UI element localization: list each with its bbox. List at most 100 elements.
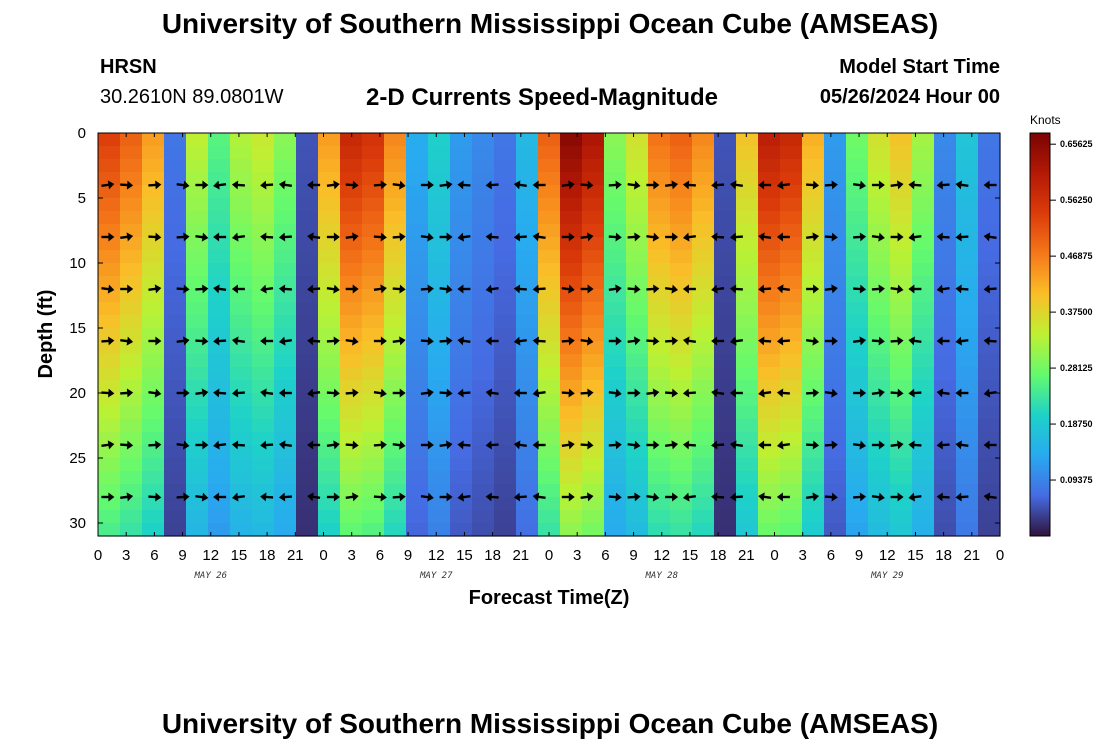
heat-cell (758, 302, 781, 316)
heat-cell (164, 432, 187, 446)
heat-cell (560, 250, 583, 264)
heat-cell (296, 185, 319, 199)
heat-cell (802, 133, 825, 147)
heat-cell (362, 185, 385, 199)
heat-cell (824, 276, 847, 290)
heat-cell (230, 224, 253, 238)
heat-cell (296, 250, 319, 264)
heat-cell (626, 458, 649, 472)
heat-cell (208, 510, 231, 524)
heat-cell (868, 432, 891, 446)
heat-cell (582, 328, 605, 342)
heat-cell (274, 393, 297, 407)
heat-cell (362, 250, 385, 264)
heat-cell (274, 471, 297, 485)
heat-cell (296, 393, 319, 407)
heat-cell (912, 328, 935, 342)
heat-cell (934, 289, 957, 303)
heat-cell (362, 393, 385, 407)
heat-cell (120, 172, 143, 186)
heat-cell (626, 523, 649, 537)
heat-cell (802, 146, 825, 160)
current-arrow (608, 284, 622, 294)
heat-cell (670, 406, 693, 420)
current-arrow (758, 336, 772, 346)
heat-cell (208, 276, 231, 290)
x-tick-label: 3 (122, 547, 130, 564)
heat-cell (362, 198, 385, 212)
heat-cell (714, 458, 737, 472)
current-arrow (824, 180, 838, 190)
heat-cell (296, 419, 319, 433)
current-arrow (908, 388, 922, 398)
heat-cell (846, 289, 869, 303)
heat-cell (164, 224, 187, 238)
current-arrow (439, 388, 453, 398)
heat-cell (824, 289, 847, 303)
heat-cell (142, 133, 165, 147)
current-arrow (326, 232, 340, 242)
heat-cell (98, 510, 121, 524)
heat-cell (956, 185, 979, 199)
current-arrow (824, 492, 838, 502)
heat-cell (956, 445, 979, 459)
current-arrow (627, 232, 641, 242)
heat-cell (472, 523, 495, 537)
heat-cell (428, 471, 451, 485)
heat-cell (780, 523, 803, 537)
heat-cell (142, 172, 165, 186)
heat-cell (472, 185, 495, 199)
heat-cell (604, 484, 627, 498)
heat-cell (648, 133, 671, 147)
heat-cell (868, 276, 891, 290)
current-arrow (824, 336, 838, 346)
current-arrow (485, 336, 499, 346)
heat-cell (560, 497, 583, 511)
heatmap-cells (98, 133, 1001, 537)
heat-cell (692, 367, 715, 381)
heat-cell (648, 185, 671, 199)
current-arrow (682, 388, 696, 398)
heat-cell (362, 159, 385, 173)
heat-cell (912, 523, 935, 537)
heat-cell (736, 380, 759, 394)
heat-cell (824, 159, 847, 173)
heat-cell (670, 393, 693, 407)
heat-cell (824, 406, 847, 420)
heat-cell (956, 328, 979, 342)
heat-cell (406, 367, 429, 381)
heat-cell (120, 367, 143, 381)
current-arrow (392, 232, 406, 242)
heat-cell (494, 380, 517, 394)
heat-cell (560, 510, 583, 524)
heat-cell (846, 354, 869, 368)
heat-cell (714, 523, 737, 537)
heat-cell (362, 432, 385, 446)
heat-cell (934, 380, 957, 394)
heat-cell (780, 393, 803, 407)
heat-cell (164, 380, 187, 394)
heat-cell (692, 159, 715, 173)
heat-cell (934, 367, 957, 381)
heat-cell (274, 159, 297, 173)
heat-cell (318, 315, 341, 329)
heat-cell (736, 367, 759, 381)
heat-cell (670, 458, 693, 472)
heat-cell (802, 276, 825, 290)
heat-cell (142, 263, 165, 277)
heat-cell (626, 510, 649, 524)
heat-cell (802, 445, 825, 459)
current-arrow (439, 336, 453, 346)
heat-cell (142, 393, 165, 407)
heat-cell (604, 146, 627, 160)
current-arrow (213, 388, 227, 398)
heat-cell (98, 224, 121, 238)
heat-cell (450, 380, 473, 394)
heat-cell (538, 185, 561, 199)
heat-cell (120, 484, 143, 498)
heat-cell (714, 354, 737, 368)
heat-cell (956, 224, 979, 238)
heat-cell (824, 354, 847, 368)
heat-cell (252, 224, 275, 238)
heat-cell (472, 393, 495, 407)
